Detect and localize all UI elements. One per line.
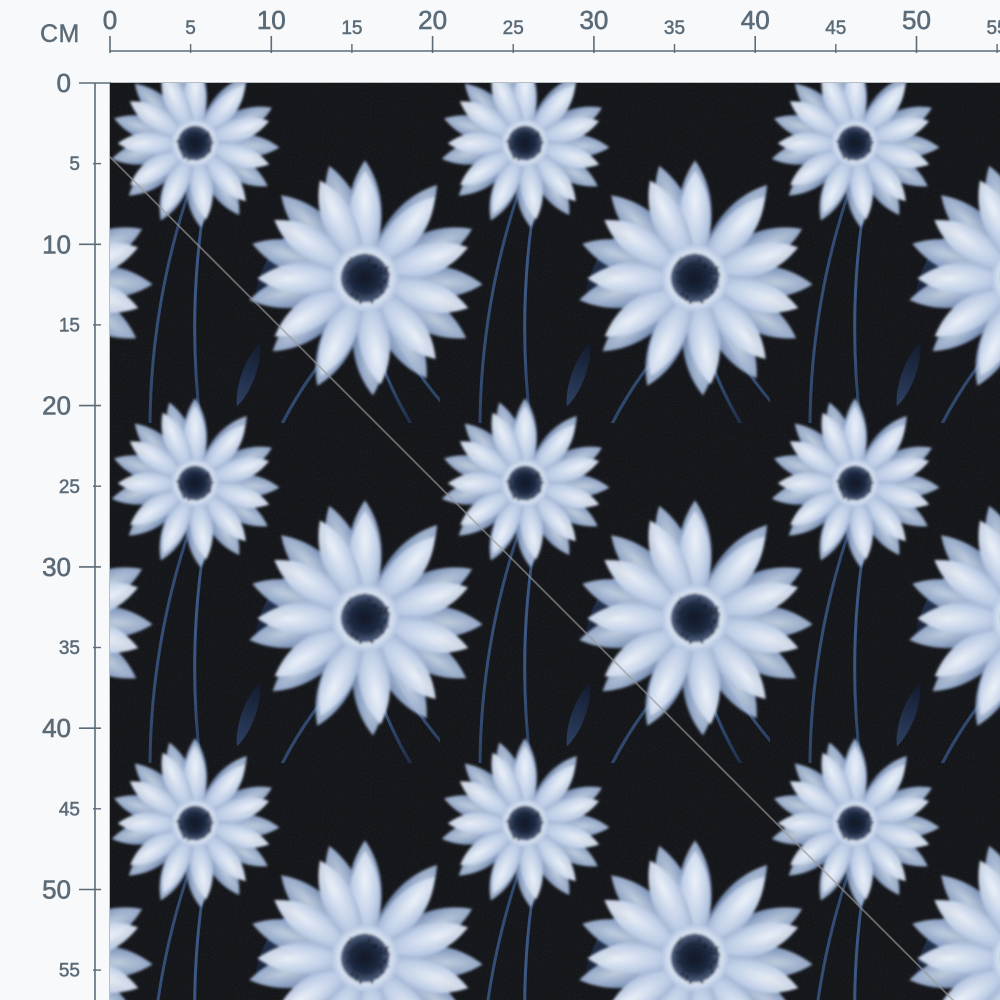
svg-text:15: 15 [59,315,80,336]
svg-text:50: 50 [902,5,931,35]
svg-text:5: 5 [185,18,196,39]
svg-text:45: 45 [825,18,846,39]
svg-text:35: 35 [664,18,685,39]
svg-text:45: 45 [59,799,80,820]
svg-text:55: 55 [59,961,80,982]
svg-text:25: 25 [59,477,80,498]
svg-text:50: 50 [42,875,71,905]
svg-text:40: 40 [42,713,71,743]
svg-text:30: 30 [42,552,71,582]
svg-text:20: 20 [418,5,447,35]
svg-text:30: 30 [579,5,608,35]
svg-text:0: 0 [57,68,71,98]
svg-text:55: 55 [987,18,1000,39]
svg-text:20: 20 [42,391,71,421]
svg-text:40: 40 [741,5,770,35]
svg-text:5: 5 [69,154,80,175]
svg-text:25: 25 [503,18,524,39]
svg-text:0: 0 [103,5,117,35]
svg-text:15: 15 [341,18,362,39]
svg-text:35: 35 [59,638,80,659]
svg-text:10: 10 [257,5,286,35]
svg-text:10: 10 [42,229,71,259]
